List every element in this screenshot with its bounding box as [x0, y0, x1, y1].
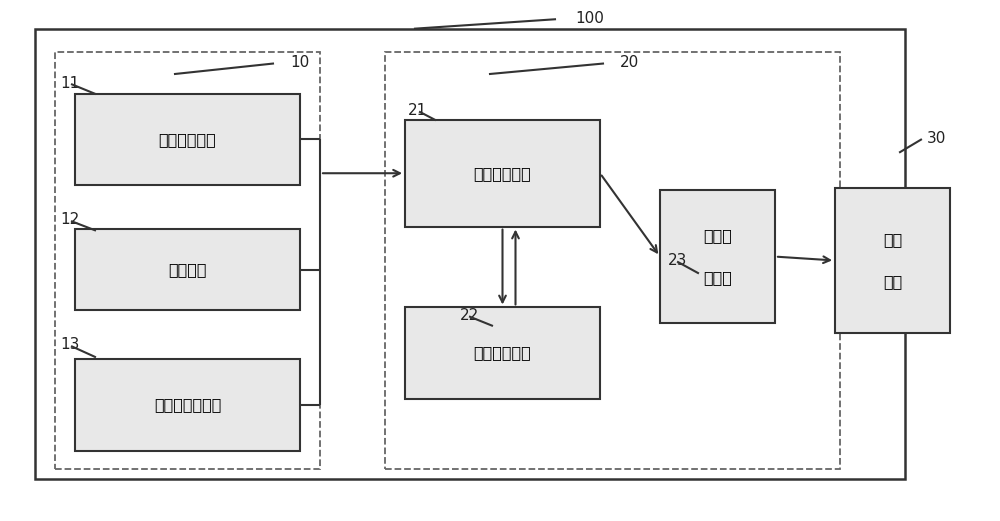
- Bar: [835, 188, 950, 333]
- Text: 数据展示单元: 数据展示单元: [474, 345, 531, 361]
- Bar: [405, 307, 600, 399]
- Bar: [75, 229, 300, 310]
- Bar: [75, 94, 300, 185]
- Bar: [35, 29, 905, 479]
- Text: 定位模块: 定位模块: [168, 262, 207, 277]
- Text: 辐射监测模块: 辐射监测模块: [159, 132, 216, 147]
- Text: 数据传: 数据传: [703, 228, 732, 243]
- Text: 22: 22: [460, 308, 479, 322]
- Text: 21: 21: [408, 103, 427, 118]
- Bar: [660, 190, 775, 323]
- Text: 12: 12: [60, 213, 79, 227]
- Text: 11: 11: [60, 76, 79, 91]
- Bar: [385, 52, 840, 469]
- Text: 中心: 中心: [883, 274, 902, 289]
- Bar: [405, 120, 600, 227]
- Text: 监控: 监控: [883, 232, 902, 247]
- Text: 100: 100: [575, 11, 604, 26]
- Text: 近距离通信模块: 近距离通信模块: [154, 398, 221, 413]
- Text: 13: 13: [60, 338, 79, 352]
- Text: 输单元: 输单元: [703, 270, 732, 285]
- Bar: [55, 52, 320, 469]
- Text: 23: 23: [668, 253, 687, 268]
- Bar: [75, 359, 300, 451]
- Text: 10: 10: [290, 55, 309, 70]
- Text: 数据处理单元: 数据处理单元: [474, 166, 531, 181]
- Text: 20: 20: [620, 55, 639, 70]
- Text: 30: 30: [927, 131, 946, 145]
